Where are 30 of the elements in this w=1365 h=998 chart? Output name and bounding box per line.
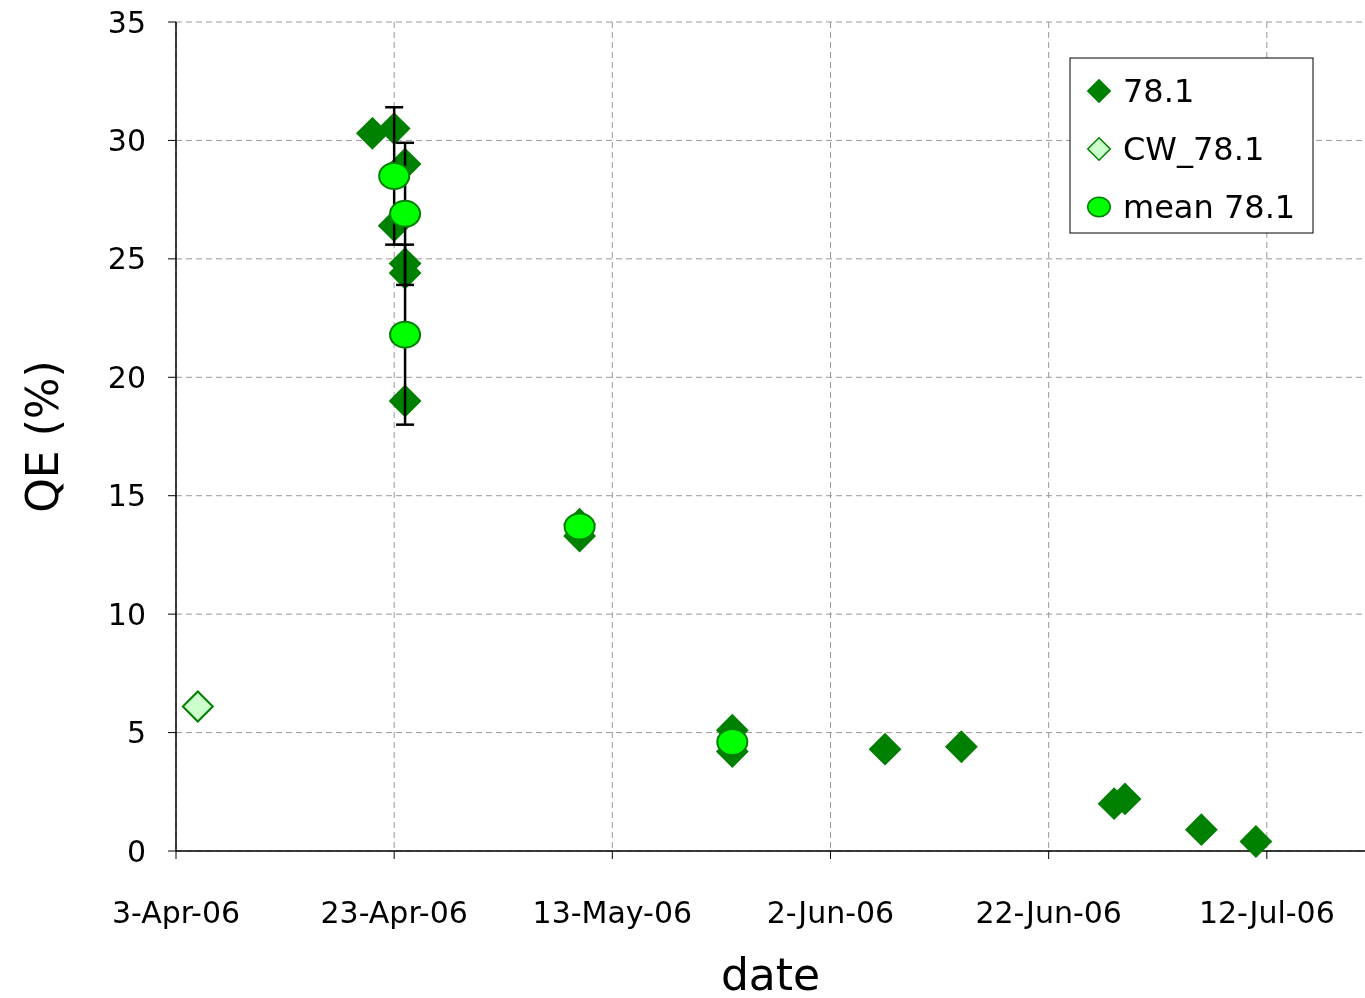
point [869, 733, 902, 766]
point [716, 728, 749, 757]
x-tick-label: 3-Apr-06 [111, 895, 241, 930]
x-tick-label: 13-May-06 [532, 895, 693, 930]
y-tick-label: 30 [107, 122, 146, 158]
point [1239, 825, 1272, 858]
point [356, 117, 389, 150]
x-tick-label: 12-Jul-06 [1198, 895, 1335, 930]
point [389, 199, 422, 228]
point [945, 730, 978, 763]
y-tick-label: 35 [107, 4, 146, 40]
legend-label: CW_78.1 [1123, 130, 1265, 169]
y-tick-label: 15 [107, 478, 146, 514]
y-tick-label: 25 [107, 241, 146, 277]
x-tick-label: 22-Jun-06 [975, 895, 1122, 930]
y-tick-label: 5 [126, 715, 146, 751]
y-tick-label: 10 [107, 596, 146, 632]
y-tick-label: 0 [126, 833, 146, 869]
y-axis-title: QE (%) [17, 360, 68, 513]
x-tick-label: 2-Jun-06 [766, 895, 895, 930]
y-tick-label: 20 [107, 359, 146, 395]
x-tick-label: 23-Apr-06 [320, 895, 468, 930]
point [181, 690, 214, 723]
legend-label: mean 78.1 [1123, 188, 1296, 227]
point [378, 161, 411, 190]
point [563, 512, 596, 541]
x-axis-title: date [720, 949, 821, 998]
point [1185, 813, 1218, 846]
legend-label: 78.1 [1123, 72, 1195, 111]
point [389, 320, 422, 349]
